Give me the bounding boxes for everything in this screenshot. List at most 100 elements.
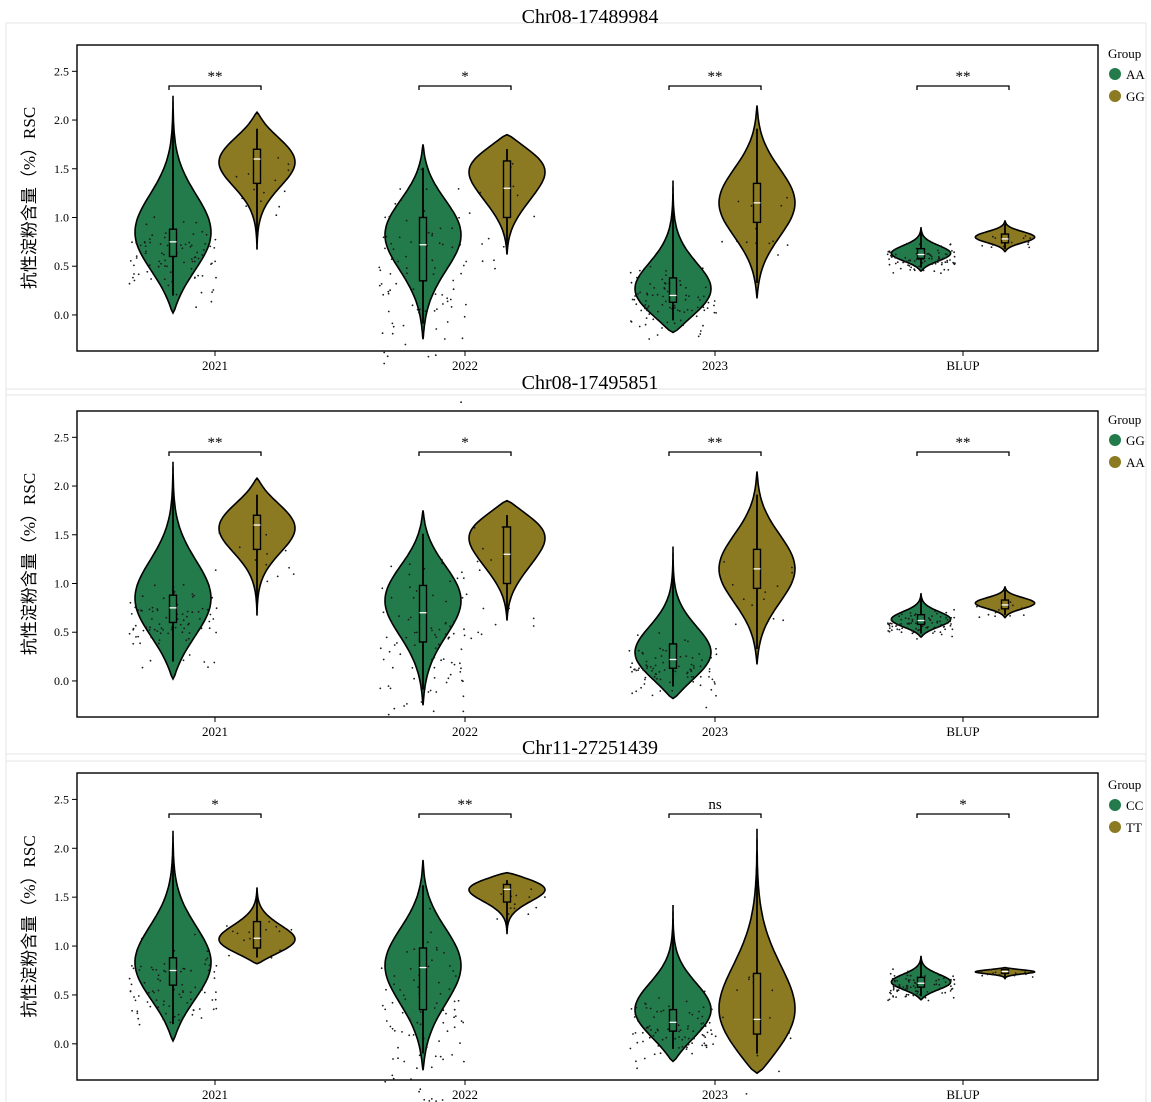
data-point xyxy=(990,969,992,971)
data-point xyxy=(453,620,455,623)
data-point xyxy=(665,1036,668,1039)
data-point xyxy=(629,1047,632,1050)
data-point xyxy=(412,1034,415,1036)
y-tick-label: 1.0 xyxy=(54,210,69,224)
data-point xyxy=(710,1029,712,1031)
data-point xyxy=(150,636,153,639)
data-point xyxy=(164,970,167,973)
data-point xyxy=(678,1030,680,1033)
data-point xyxy=(687,1043,690,1046)
data-point xyxy=(930,258,933,260)
data-point xyxy=(146,270,149,273)
data-point xyxy=(460,1020,463,1022)
data-point xyxy=(947,269,950,271)
data-point xyxy=(907,979,910,982)
data-point xyxy=(681,1045,684,1048)
data-point xyxy=(433,656,436,659)
significance-bracket xyxy=(916,813,1010,818)
data-point xyxy=(663,282,666,284)
data-point xyxy=(891,977,894,980)
data-point xyxy=(705,1044,708,1047)
data-point xyxy=(385,1020,388,1022)
data-point xyxy=(450,661,453,664)
violin-GG-2021 xyxy=(218,110,296,250)
data-point xyxy=(651,294,654,297)
data-point xyxy=(898,983,901,986)
data-point xyxy=(696,627,699,629)
data-point xyxy=(424,310,427,313)
data-point xyxy=(436,308,438,310)
data-point xyxy=(912,993,915,995)
violin-AA-2023 xyxy=(718,471,796,665)
box xyxy=(668,1008,678,1032)
violin-AA-2022 xyxy=(378,144,468,404)
violin-TT-2021 xyxy=(218,887,296,965)
data-point xyxy=(201,254,204,256)
data-point xyxy=(509,907,512,909)
data-point xyxy=(392,248,395,251)
data-point xyxy=(892,968,894,971)
data-point xyxy=(162,597,165,600)
data-point xyxy=(231,930,234,933)
data-point xyxy=(290,928,293,931)
data-point xyxy=(193,256,196,259)
data-point xyxy=(457,188,460,190)
data-point xyxy=(393,707,396,710)
data-point xyxy=(441,559,443,561)
data-point xyxy=(218,532,221,534)
data-point xyxy=(453,1016,455,1019)
data-point xyxy=(157,978,159,980)
data-point xyxy=(909,974,912,977)
data-point xyxy=(384,216,387,219)
data-point xyxy=(895,256,898,259)
data-point xyxy=(685,1048,688,1050)
plot-area xyxy=(76,410,1099,718)
data-point xyxy=(446,321,449,323)
data-point xyxy=(432,273,435,275)
data-point xyxy=(405,636,408,639)
data-point xyxy=(449,580,451,583)
data-point xyxy=(416,308,419,311)
y-tick-label: 2.0 xyxy=(54,841,69,855)
data-point xyxy=(397,260,399,263)
data-point xyxy=(427,965,430,968)
data-point xyxy=(990,246,993,249)
data-point xyxy=(890,622,893,625)
data-point xyxy=(544,896,546,898)
data-point xyxy=(703,990,706,993)
data-point xyxy=(401,1031,403,1033)
data-point xyxy=(460,648,463,651)
data-point xyxy=(689,668,692,671)
data-point xyxy=(1028,246,1031,249)
data-point xyxy=(156,608,159,610)
significance-label: ** xyxy=(708,69,723,85)
data-point xyxy=(191,1013,194,1016)
data-point xyxy=(181,613,184,616)
data-point xyxy=(442,303,444,305)
data-point xyxy=(449,625,451,628)
data-point xyxy=(889,989,892,992)
data-point xyxy=(162,629,165,631)
data-point xyxy=(441,243,444,246)
data-point xyxy=(946,259,949,262)
data-point xyxy=(1031,972,1033,974)
data-point xyxy=(639,269,641,272)
data-point xyxy=(943,268,946,271)
data-point xyxy=(500,893,503,895)
data-point xyxy=(183,627,186,630)
data-point xyxy=(182,967,185,970)
data-point xyxy=(906,974,909,977)
data-point xyxy=(1025,973,1027,976)
data-point xyxy=(131,241,133,244)
data-point xyxy=(439,993,442,995)
data-point xyxy=(380,283,383,285)
violin-TT-2022 xyxy=(468,871,546,935)
data-point xyxy=(925,626,928,629)
data-point xyxy=(277,157,280,159)
data-point xyxy=(163,969,165,972)
data-point xyxy=(398,615,400,617)
data-point xyxy=(129,601,132,604)
data-point xyxy=(477,631,480,634)
data-point xyxy=(387,685,390,687)
data-point xyxy=(692,1030,695,1033)
